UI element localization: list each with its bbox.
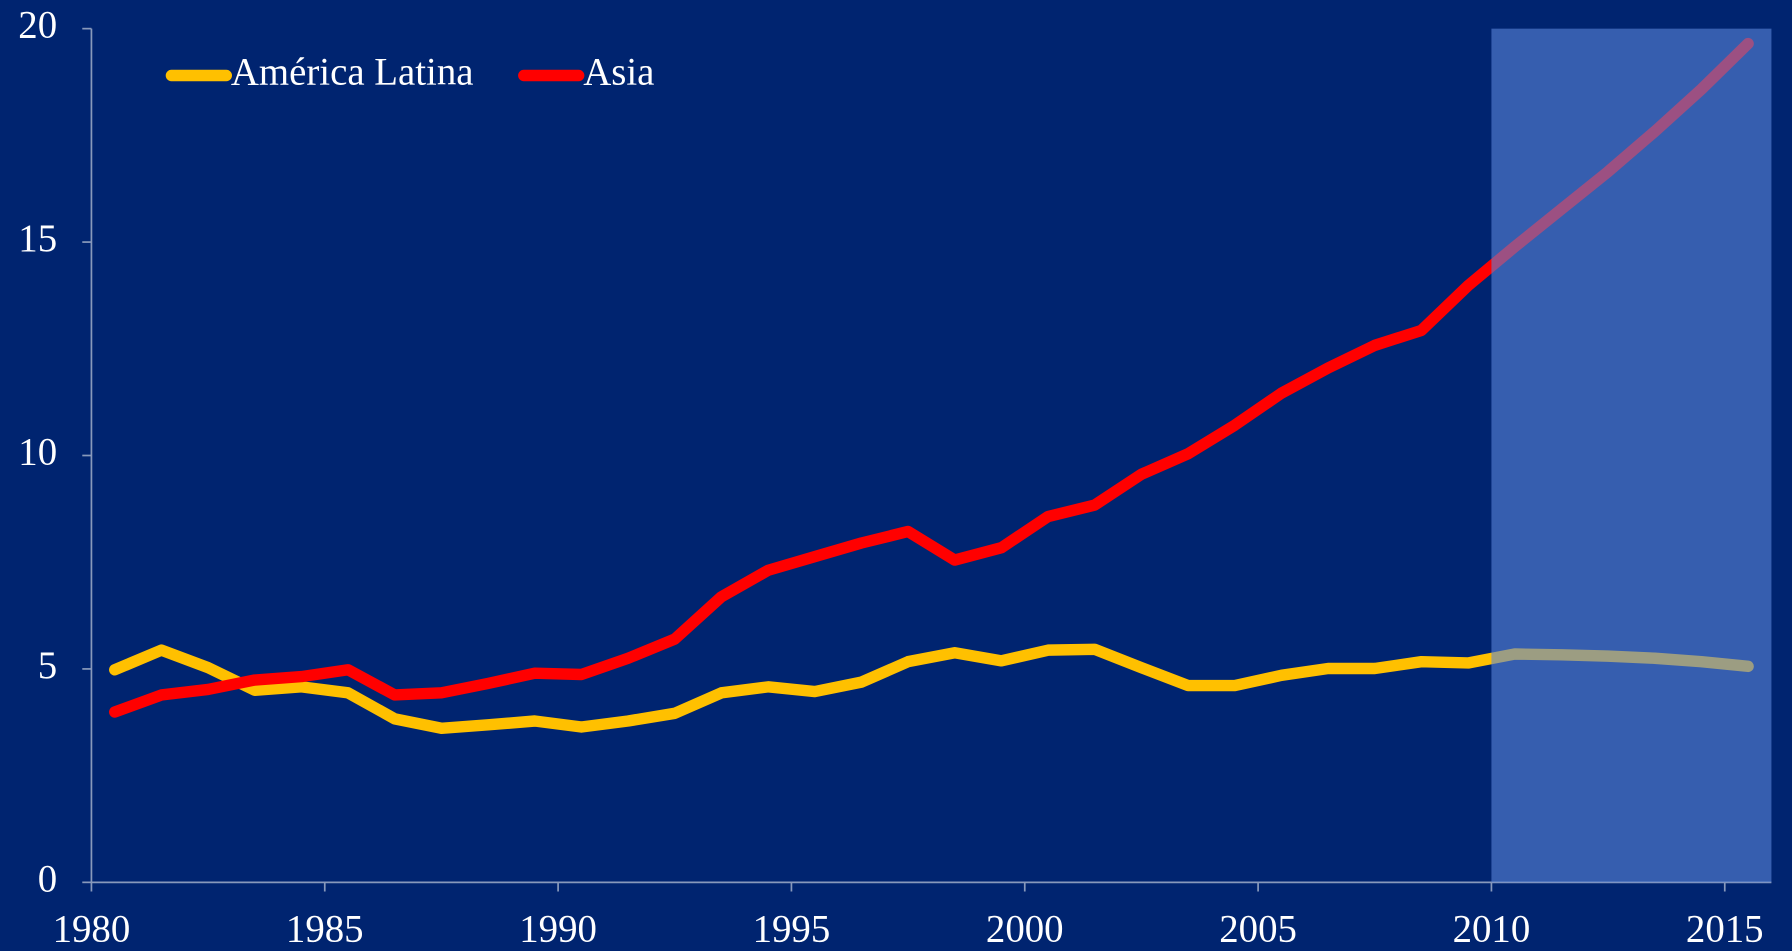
x-tick-label: 2005 bbox=[1219, 908, 1297, 951]
x-tick-label: 1990 bbox=[519, 908, 597, 951]
shaded-region bbox=[1491, 28, 1772, 883]
x-tick-label: 2010 bbox=[1453, 908, 1531, 951]
y-tick-label: 10 bbox=[18, 430, 57, 473]
x-tick-label: 1985 bbox=[286, 908, 364, 951]
x-tick-label: 2015 bbox=[1686, 908, 1764, 951]
x-tick-label: 1980 bbox=[53, 908, 131, 951]
y-tick-label: 0 bbox=[38, 857, 57, 900]
series-line bbox=[109, 643, 1754, 734]
legend-label: América Latina bbox=[231, 50, 474, 93]
y-tick-label: 5 bbox=[38, 644, 57, 687]
legend-label: Asia bbox=[583, 50, 654, 93]
x-tick-label: 2000 bbox=[986, 908, 1064, 951]
x-tick-label: 1995 bbox=[753, 908, 831, 951]
series-line bbox=[109, 37, 1754, 718]
y-tick-label: 20 bbox=[18, 4, 57, 47]
y-tick-label: 15 bbox=[18, 217, 57, 260]
